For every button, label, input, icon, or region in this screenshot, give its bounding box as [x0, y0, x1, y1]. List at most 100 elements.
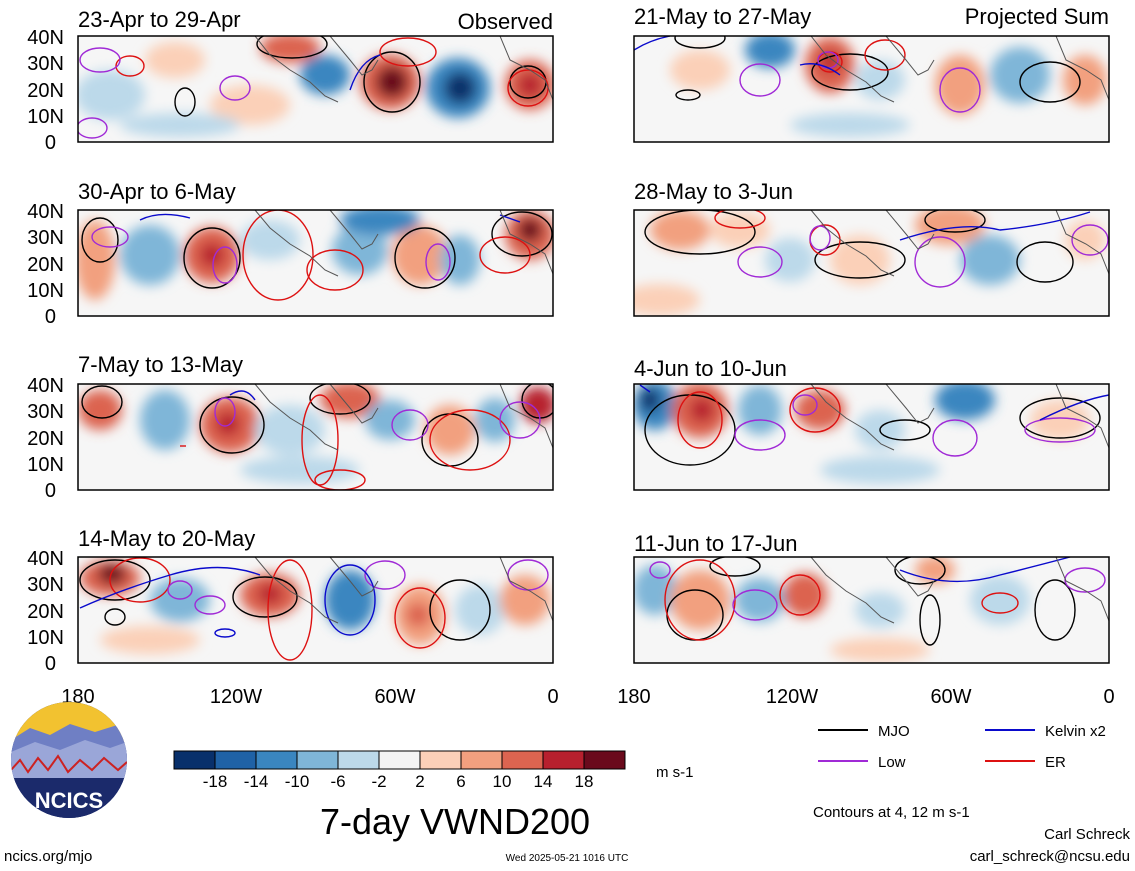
colorbar-swatch [460, 750, 503, 770]
legend-label-mjo: MJO [878, 723, 910, 740]
legend-label-er: ER [1045, 754, 1066, 771]
map-frame [77, 35, 554, 143]
colorbar-ticks: -18 -14 -10 -6 -2 2 6 10 14 18 [203, 772, 594, 791]
lat-tick-label: 30N [27, 574, 64, 596]
timestamp: Wed 2025-05-21 1016 UTC [506, 853, 629, 864]
colorbar-swatch [583, 750, 626, 770]
panel-period-title: 28-May to 3-Jun [634, 179, 793, 204]
lat-tick-label: 40N [27, 201, 64, 223]
wind-shading [78, 36, 553, 142]
lat-tick-label: 20N [27, 254, 64, 276]
contour-note: Contours at 4, 12 m s-1 [813, 804, 970, 821]
panel-period-title: 23-Apr to 29-Apr [78, 7, 241, 32]
panel-period-title: 14-May to 20-May [78, 526, 255, 551]
legend-label-low: Low [878, 754, 906, 771]
map-panel-observed-1: 23-Apr to 29-Apr Observed [77, 7, 554, 143]
coastlines [810, 557, 1109, 624]
wind-shading [634, 384, 1109, 490]
wind-shading [78, 210, 553, 316]
lat-tick-label: 10N [27, 280, 64, 302]
map-panel-projected-4: 11-Jun to 17-Jun [633, 531, 1110, 664]
map-panel-observed-3: 7-May to 13-May [77, 352, 554, 491]
lat-axis-left: 40N 30N 20N 10N 0 40N 30N 20N 10N 0 40N … [27, 27, 64, 675]
lat-tick-label: 20N [27, 601, 64, 623]
legend: MJO Kelvin x2 Low ER [818, 723, 1106, 771]
map-frame [77, 383, 554, 491]
lat-tick-label: 10N [27, 454, 64, 476]
lat-tick-label: 10N [27, 627, 64, 649]
lat-tick-label: 40N [27, 27, 64, 49]
colorbar-swatch [337, 750, 380, 770]
anomaly-contours [78, 36, 549, 139]
colorbar-swatch [214, 750, 257, 770]
lon-tick-label: 60W [930, 686, 971, 708]
lat-tick-label: 0 [45, 480, 56, 502]
map-panel-projected-3: 4-Jun to 10-Jun [633, 356, 1110, 491]
colorbar-swatch [542, 750, 585, 770]
coastlines [254, 210, 553, 277]
coastlines [254, 36, 553, 103]
lat-tick-label: 20N [27, 428, 64, 450]
lat-tick-label: 30N [27, 401, 64, 423]
colorbar-tick-label: -14 [244, 772, 269, 791]
anomaly-contours [81, 210, 553, 301]
panel-period-title: 21-May to 27-May [634, 4, 811, 29]
colorbar-swatch [419, 750, 462, 770]
wind-shading [634, 210, 1109, 316]
lat-tick-label: 0 [45, 132, 56, 154]
colorbar-unit: m s-1 [656, 764, 694, 781]
observed-label: Observed [458, 9, 553, 34]
lat-tick-label: 30N [27, 227, 64, 249]
map-frame [633, 383, 1110, 491]
anomaly-contours [644, 210, 1109, 288]
colorbar-swatch [173, 750, 216, 770]
map-frame [633, 209, 1110, 317]
colorbar-swatch [296, 750, 339, 770]
map-panel-observed-4: 14-May to 20-May [77, 526, 554, 664]
map-panel-projected-2: 28-May to 3-Jun [633, 179, 1110, 317]
lat-tick-label: 30N [27, 53, 64, 75]
wind-shading [634, 557, 1109, 663]
lon-axis: 180 120W 60W 0 180 120W 60W 0 [61, 686, 1114, 708]
map-frame [633, 556, 1110, 664]
colorbar-swatch [501, 750, 544, 770]
coastlines [810, 36, 1109, 103]
lon-tick-label: 120W [210, 686, 262, 708]
anomaly-contours [649, 557, 1106, 646]
map-frame [77, 556, 554, 664]
colorbar-tick-label: 10 [493, 772, 512, 791]
logo-text: NCICS [35, 788, 103, 813]
figure-title: 7-day VWND200 [320, 801, 590, 842]
lat-tick-label: 20N [27, 80, 64, 102]
colorbar-swatch [255, 750, 298, 770]
colorbar [173, 750, 626, 770]
wind-shading [634, 36, 1109, 142]
lat-tick-label: 0 [45, 306, 56, 328]
source-url: ncics.org/mjo [4, 848, 92, 865]
lat-tick-label: 40N [27, 548, 64, 570]
panel-period-title: 11-Jun to 17-Jun [634, 531, 797, 556]
colorbar-tick-label: -18 [203, 772, 228, 791]
map-panel-projected-1: 21-May to 27-May Projected Sum [633, 4, 1110, 143]
panel-period-title: 30-Apr to 6-May [78, 179, 236, 204]
anomaly-contours [79, 557, 549, 661]
lat-tick-label: 40N [27, 375, 64, 397]
coastlines [254, 557, 553, 624]
lat-tick-label: 10N [27, 106, 64, 128]
coastlines [810, 210, 1109, 277]
panel-period-title: 4-Jun to 10-Jun [634, 356, 787, 381]
map-frame [77, 209, 554, 317]
panel-period-title: 7-May to 13-May [78, 352, 243, 377]
anomaly-contours [81, 384, 553, 490]
colorbar-tick-label: 6 [456, 772, 465, 791]
colorbar-tick-label: 2 [415, 772, 424, 791]
map-panel-observed-2: 30-Apr to 6-May [77, 179, 554, 317]
lon-tick-label: 0 [547, 686, 558, 708]
colorbar-tick-label: -6 [330, 772, 345, 791]
colorbar-tick-label: -2 [371, 772, 386, 791]
legend-label-kelvin: Kelvin x2 [1045, 723, 1106, 740]
author-name: Carl Schreck [1044, 826, 1130, 843]
lon-tick-label: 120W [766, 686, 818, 708]
lon-tick-label: 0 [1103, 686, 1114, 708]
coastlines [254, 384, 553, 451]
